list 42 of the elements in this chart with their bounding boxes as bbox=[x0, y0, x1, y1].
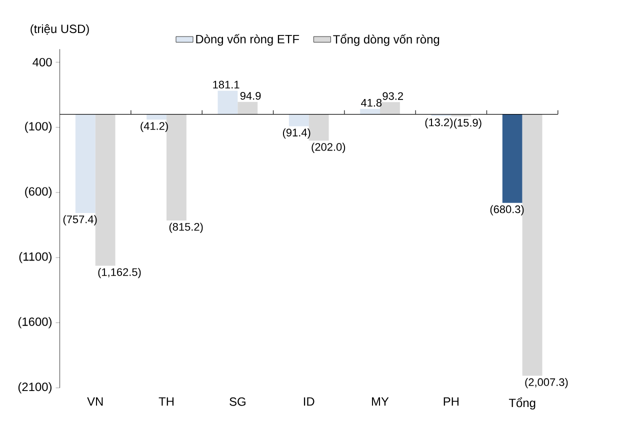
data-label: (41.2) bbox=[140, 122, 168, 132]
x-tick-label: MY bbox=[372, 397, 389, 406]
bar bbox=[522, 114, 542, 376]
data-label: (1,162.5) bbox=[98, 268, 141, 278]
x-tick-label: Tổng bbox=[508, 397, 536, 410]
bar bbox=[146, 114, 167, 120]
y-tick-label: (100) bbox=[25, 122, 52, 133]
bar bbox=[288, 114, 309, 126]
data-label: (2,007.3) bbox=[525, 378, 568, 388]
x-tick-label: ID bbox=[304, 397, 314, 406]
legend-label: Tổng dòng vốn ròng bbox=[333, 34, 440, 46]
bar bbox=[75, 114, 96, 213]
data-label: (815.2) bbox=[169, 222, 203, 233]
bar bbox=[360, 108, 380, 114]
x-tick-label: PH bbox=[444, 397, 458, 406]
y-tick-label: (1100) bbox=[19, 252, 52, 264]
legend-label: Dòng vốn ròng ETF bbox=[196, 34, 300, 46]
bar bbox=[502, 114, 522, 203]
y-tick-label: 400 bbox=[32, 58, 52, 66]
bar bbox=[218, 90, 238, 114]
data-label: (13.2) bbox=[425, 118, 453, 128]
data-label: 41.8 bbox=[361, 98, 382, 107]
data-label: (202.0) bbox=[312, 142, 346, 154]
x-tick-label: VN bbox=[87, 397, 103, 406]
y-tick-label: (600) bbox=[25, 186, 52, 198]
data-label: 94.9 bbox=[240, 92, 261, 100]
bar bbox=[380, 102, 400, 114]
data-label: (757.4) bbox=[63, 215, 97, 226]
y-axis-title: (triệu USD) bbox=[30, 24, 89, 36]
data-label: 93.2 bbox=[382, 92, 403, 100]
x-tick-label: SG bbox=[230, 397, 246, 406]
bar bbox=[166, 114, 186, 220]
y-tick-label: (1600) bbox=[18, 317, 52, 328]
data-label: (15.9) bbox=[454, 118, 482, 129]
bar bbox=[95, 114, 116, 266]
data-label: (91.4) bbox=[282, 128, 310, 139]
x-tick-label: TH bbox=[158, 397, 174, 406]
bar bbox=[238, 102, 258, 114]
data-label: 181.1 bbox=[213, 80, 240, 88]
data-label: (680.3) bbox=[490, 205, 524, 216]
bar bbox=[308, 114, 329, 141]
y-tick-label: (2100) bbox=[18, 382, 52, 394]
